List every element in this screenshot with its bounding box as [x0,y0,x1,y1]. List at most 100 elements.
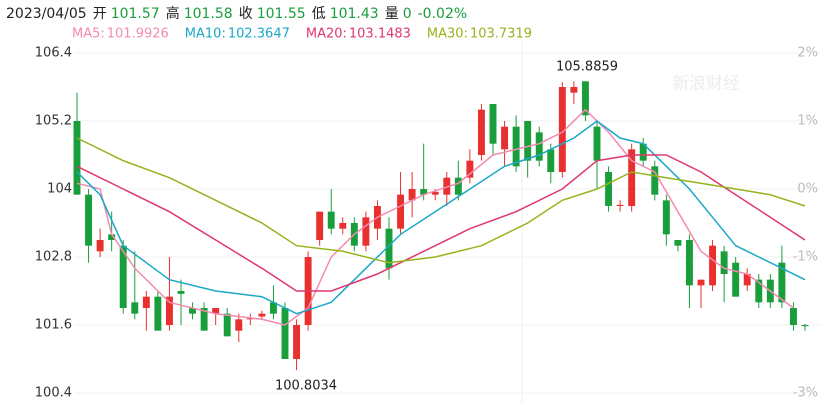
candle-body [466,160,474,178]
legend-name: MA10: [185,27,226,42]
candle-body [316,211,324,240]
candle-body [362,217,370,246]
candle-body [697,279,705,286]
candle-body [212,308,220,314]
y2-tick-label: 1% [797,114,818,129]
candle-body [200,308,208,331]
candle-body [743,274,751,286]
candle-body [189,308,197,314]
candle-body [443,177,451,195]
header-value: 101.58 [184,6,233,22]
y-tick-label: 106.4 [35,46,72,61]
y2-tick-label: -3% [793,386,818,401]
y2-tick-label: 2% [797,46,818,61]
candle-body [73,121,81,195]
ma-line [76,108,794,326]
candle-body [628,149,636,206]
candle-body [142,296,150,308]
candle-body [639,143,647,161]
candle-body [408,189,416,201]
candle-body [235,319,243,331]
candle-body [85,194,93,246]
y2-tick-label: 0% [797,182,818,197]
candle-body [223,313,231,337]
candle-body [96,240,104,252]
candle-body [501,126,509,150]
candle-body [431,191,439,195]
y-tick-label: 100.4 [35,386,72,401]
candle-body [651,166,659,195]
ma-line [76,137,806,264]
ma-line [76,120,806,315]
candle-body [558,87,566,172]
candle-body [165,296,173,325]
date: 2023/04/05 [6,6,87,22]
header: 2023/04/05 开 101.57 高 101.58 收 101.55 低 101.43 量… [6,5,467,22]
ma-line [76,154,806,292]
candle-body [593,126,601,161]
legend-value: 103.7319 [470,27,532,42]
header-label: 开 [93,6,107,22]
header-change: -0.02% [418,6,468,22]
y2-tick-label: -1% [793,250,818,265]
low-annotation: 100.8034 [275,379,337,394]
candle-body [674,240,682,246]
candle-body [269,302,277,314]
candle-body [385,228,393,269]
candle-body [154,296,162,331]
candle-body [131,302,139,314]
candle-body [397,194,405,229]
candle-body [119,245,127,308]
legend-value: 101.9926 [107,27,169,42]
candle-body [547,149,555,172]
candle-body [454,177,462,195]
y-tick-label: 102.8 [35,250,72,265]
legend-value: 103.1483 [349,27,411,42]
candle-body [177,291,185,294]
candle-body [420,189,428,195]
header-value: 0 [403,6,412,22]
candle-body [685,240,693,286]
candle-body [108,234,116,240]
legend: MA5: 101.9926 MA10: 102.3647 MA20: 103.1483 MA… [72,27,532,42]
y-tick-label: 104 [47,182,72,197]
header-value: 101.55 [257,6,306,22]
high-annotation: 105.8859 [556,60,618,75]
legend-value: 102.3647 [228,27,290,42]
header-label: 收 [239,6,253,22]
candle-body [535,132,543,161]
candle-body [281,308,289,359]
candle-body [581,81,589,116]
candle-body [477,109,485,155]
legend-name: MA5: [72,27,105,42]
header-label: 高 [166,5,180,22]
header-value: 101.57 [111,6,160,22]
candle-body [778,262,786,303]
header-label: 低 [312,6,326,22]
candle-body [293,325,301,359]
candle-body [339,223,347,229]
candle-body [512,126,520,167]
candle-body [246,318,254,320]
candle-body [570,87,578,93]
candle-body [524,121,532,161]
candle-body [732,262,740,297]
header-label: 量 [385,6,399,22]
candle-body [616,204,624,206]
legend-name: MA30: [427,27,468,42]
y-tick-label: 105.2 [35,114,72,129]
header-value: 101.43 [330,6,379,22]
legend-name: MA20: [306,27,347,42]
candle-body [662,200,670,235]
candle-body [489,104,497,144]
candle-body [327,211,335,229]
candle-body [755,279,763,303]
y-tick-label: 101.6 [35,318,72,333]
candle-body [605,172,613,206]
candle-body [801,325,809,327]
candle-body [720,251,728,274]
candle-body [789,308,797,325]
candle-body [709,245,717,286]
watermark: 新浪财经 [672,74,740,94]
